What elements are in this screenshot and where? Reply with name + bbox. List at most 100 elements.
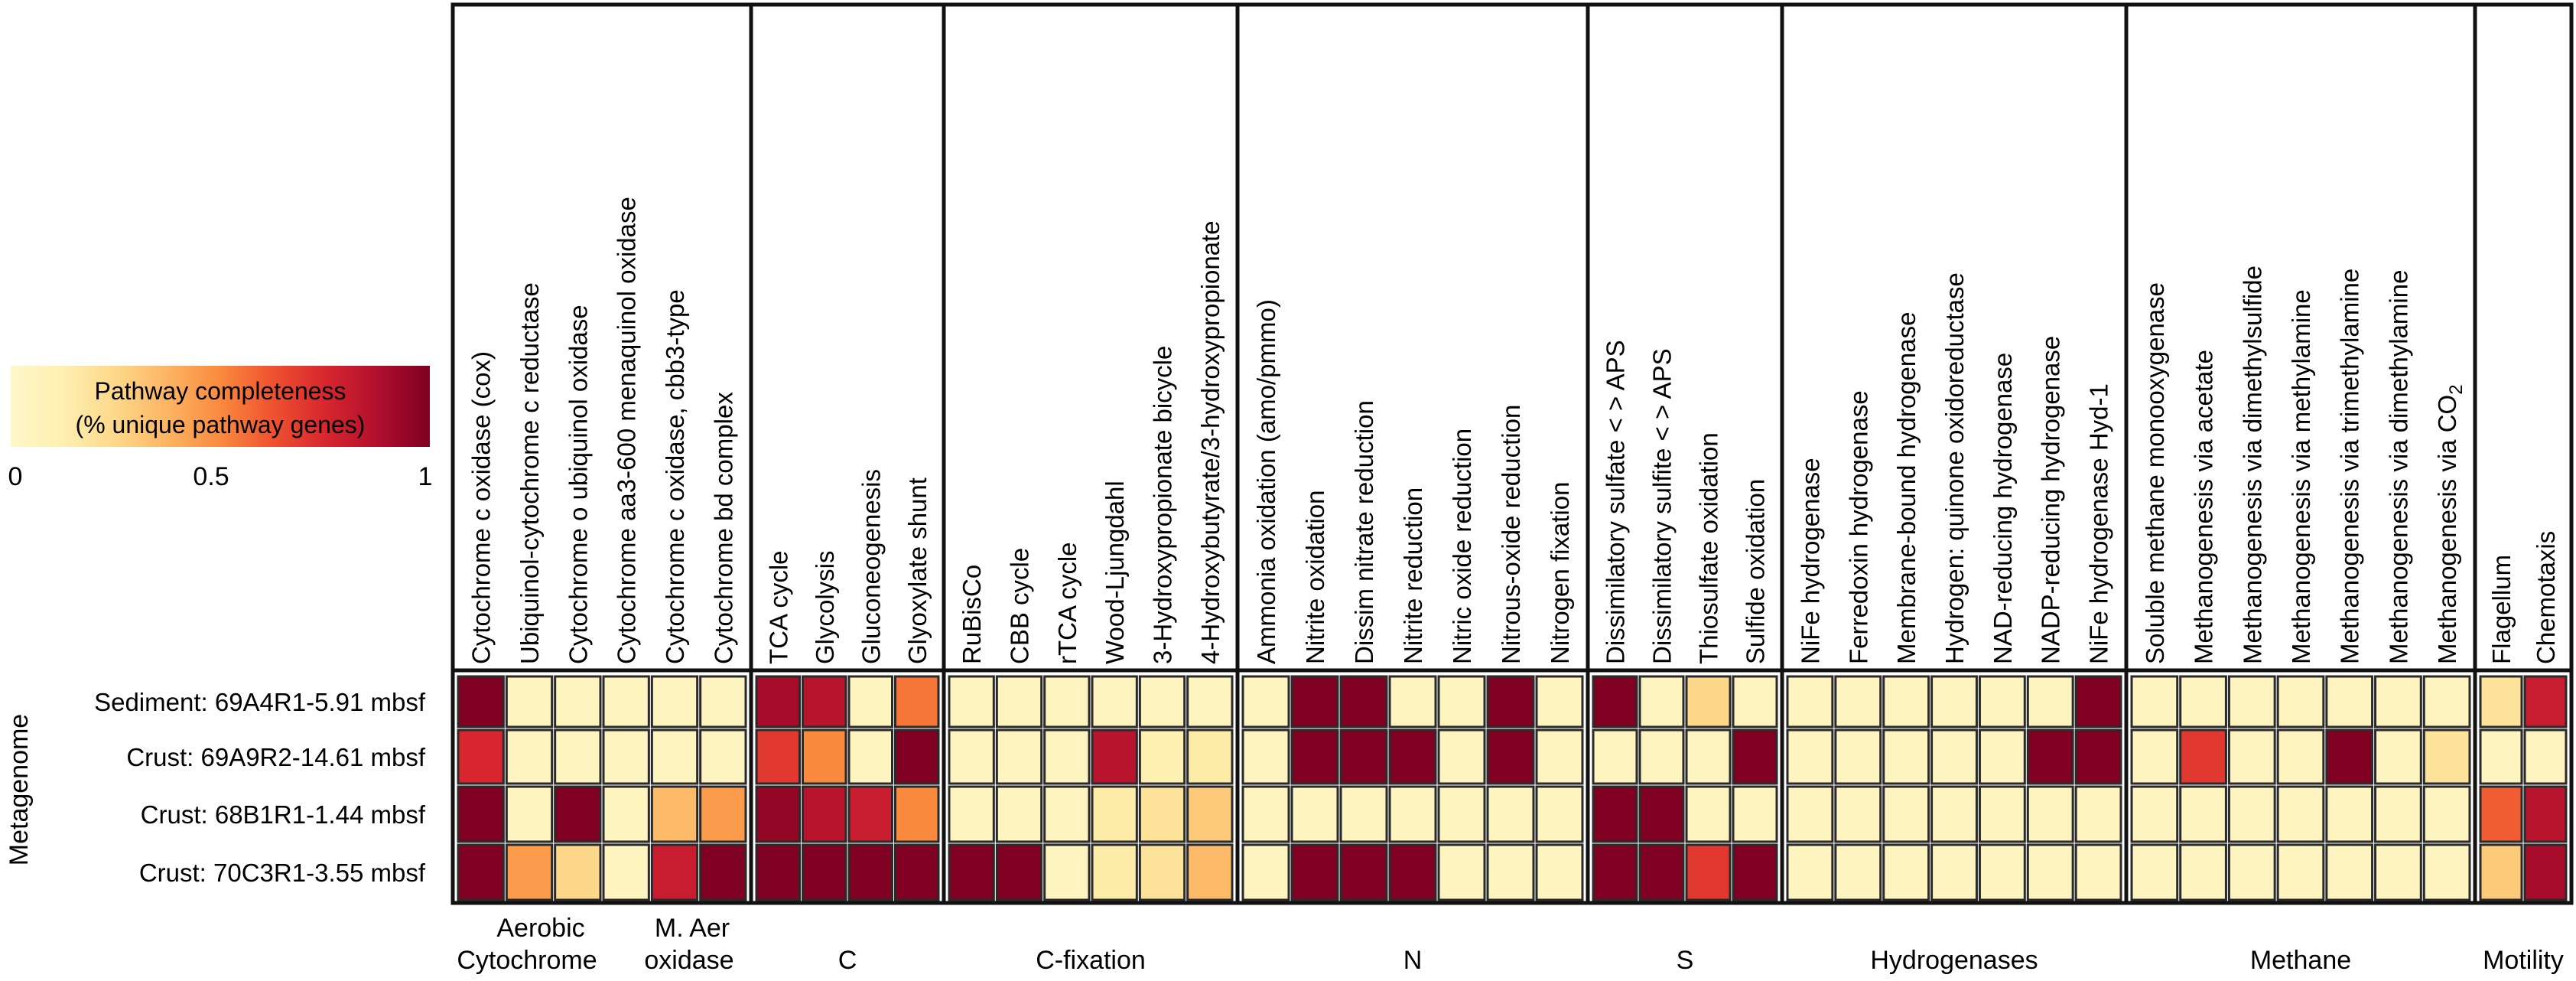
y-axis-label: Metagenome <box>5 714 34 865</box>
heatmap-cell <box>2374 728 2422 785</box>
heatmap-cell <box>1882 728 1930 785</box>
heatmap-cell <box>1437 675 1486 728</box>
heatmap-cell <box>948 843 995 901</box>
heatmap-cell <box>894 785 940 843</box>
heatmap-cell <box>2276 785 2325 843</box>
heatmap-cell <box>1786 785 1834 843</box>
heatmap-cell <box>2374 843 2422 901</box>
heatmap-cell <box>1638 785 1685 843</box>
heatmap-cell <box>847 728 893 785</box>
heatmap-cell <box>1535 785 1584 843</box>
group-label: Cytochrome <box>457 946 597 975</box>
column-label: Methanogenesis via trimethylamine <box>2336 269 2364 664</box>
heatmap-cell <box>1978 728 2026 785</box>
heatmap-cell <box>1043 785 1091 843</box>
heatmap-cell <box>1732 843 1778 901</box>
heatmap-cell <box>2325 675 2374 728</box>
heatmap-cell <box>1978 675 2026 728</box>
column-label: Ferredoxin hydrogenase <box>1844 390 1872 664</box>
heatmap-cell <box>1638 843 1685 901</box>
column-label: Methanogenesis via acetate <box>2190 350 2218 664</box>
heatmap-cell <box>1437 785 1486 843</box>
heatmap-cell <box>457 728 505 785</box>
heatmap-cell <box>2227 843 2276 901</box>
heatmap-cell <box>1290 675 1339 728</box>
heatmap-cell <box>1091 675 1138 728</box>
heatmap-cell <box>1290 728 1339 785</box>
column-label: Cytochrome o ubiquinol oxidase <box>564 305 592 664</box>
heatmap-cell <box>1882 785 1930 843</box>
heatmap-cell <box>1241 675 1290 728</box>
heatmap-cell <box>1437 843 1486 901</box>
heatmap-cell <box>554 843 602 901</box>
heatmap-cell <box>1786 728 1834 785</box>
column-label: Dissim nitrate reduction <box>1350 400 1378 664</box>
heatmap-cell <box>847 843 893 901</box>
heatmap-cell <box>2227 728 2276 785</box>
heatmap-cell <box>1732 785 1778 843</box>
group-label: S <box>1677 946 1694 975</box>
column-label: rTCA cycle <box>1053 542 1081 664</box>
column-label: Cytochrome c oxidase, cbb3-type <box>661 289 689 664</box>
heatmap-cell <box>948 675 995 728</box>
heatmap-cell <box>1592 675 1638 728</box>
heatmap-cell <box>2422 675 2471 728</box>
column-label: Soluble methane monooxygenase <box>2141 282 2169 664</box>
heatmap-cell <box>802 728 847 785</box>
heatmap-cell <box>1535 728 1584 785</box>
heatmap-cell <box>1339 728 1388 785</box>
heatmap-cell <box>1930 843 1978 901</box>
heatmap-cell <box>554 785 602 843</box>
column-label: Glyoxylate shunt <box>903 477 932 664</box>
heatmap-cell <box>1339 785 1388 843</box>
heatmap-cell <box>650 675 699 728</box>
column-labels: Cytochrome c oxidase (cox) Ubiquinol-cyto… <box>467 197 2560 664</box>
group-label-line1: Aerobic <box>496 914 584 943</box>
colorbar-ticks: 0 0.5 1 <box>8 462 433 491</box>
group-label: Hydrogenases <box>1870 946 2038 975</box>
heatmap-cell <box>1930 728 1978 785</box>
column-label: Nitrous-oxide reduction <box>1497 405 1525 664</box>
heatmap-cell <box>1486 843 1535 901</box>
row-labels: Sediment: 69A4R1-5.91 mbsf Crust: 69A9R2-… <box>94 688 426 887</box>
column-label: CBB cycle <box>1006 548 1034 664</box>
heatmap-cell <box>2026 728 2074 785</box>
column-label: Glycolysis <box>811 550 839 664</box>
heatmap-cell <box>1186 843 1234 901</box>
heatmap-cell <box>2374 675 2422 728</box>
column-label: Nitric oxide reduction <box>1448 429 1476 664</box>
heatmap-cell <box>1685 785 1732 843</box>
heatmap-cell <box>1290 843 1339 901</box>
heatmap-cell <box>2074 675 2122 728</box>
heatmap-cell <box>2479 728 2523 785</box>
heatmap-cell <box>1138 843 1186 901</box>
heatmap-cell <box>2523 675 2568 728</box>
heatmap-cell <box>2130 785 2179 843</box>
column-label: Cytochrome bd complex <box>709 392 737 664</box>
heatmap-cell <box>1339 843 1388 901</box>
heatmap-cell <box>2074 728 2122 785</box>
colorbar-title-line1: Pathway completeness <box>94 377 346 405</box>
heatmap-cell <box>1043 728 1091 785</box>
column-label: 3-Hydroxypropionate bicycle <box>1149 346 1177 664</box>
heatmap-cell <box>2130 843 2179 901</box>
heatmap-cell <box>802 843 847 901</box>
heatmap-cells <box>457 675 2568 901</box>
heatmap-cell <box>2422 728 2471 785</box>
heatmap-cell <box>802 675 847 728</box>
heatmap-cell <box>1834 728 1882 785</box>
column-label: Wood-Ljungdahl <box>1101 481 1129 664</box>
heatmap-cell <box>1241 843 1290 901</box>
column-label: Methanogenesis via CO2 <box>2433 384 2467 664</box>
heatmap-cell <box>1685 843 1732 901</box>
column-label: Sulfide oxidation <box>1742 479 1770 664</box>
column-label: Cytochrome c oxidase (cox) <box>467 351 496 664</box>
heatmap-cell <box>2523 843 2568 901</box>
heatmap-cell <box>1592 843 1638 901</box>
column-label: TCA cycle <box>764 550 792 664</box>
colorbar-tick-label: 1 <box>418 462 433 491</box>
column-label: Methanogenesis via methylamine <box>2287 289 2315 664</box>
heatmap-cell <box>1290 785 1339 843</box>
heatmap-cell <box>2422 785 2471 843</box>
